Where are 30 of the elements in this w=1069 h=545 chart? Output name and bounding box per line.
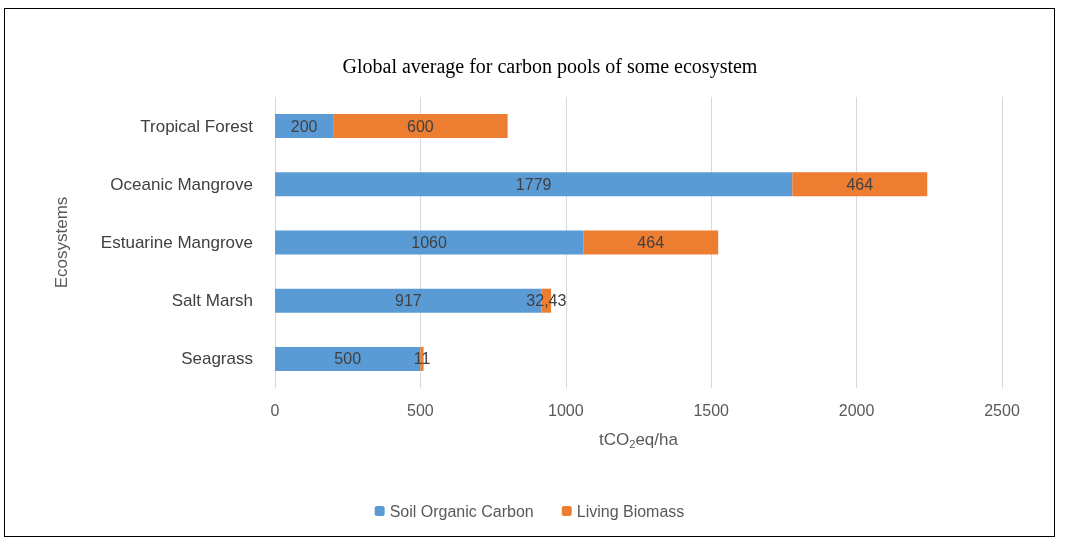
- data-label: 200: [290, 117, 318, 135]
- data-label: 600: [407, 117, 434, 135]
- legend-label: Soil Organic Carbon: [389, 502, 534, 520]
- x-tick-label: 1000: [548, 401, 584, 419]
- data-label: 32,43: [526, 292, 567, 310]
- y-tick-label: Salt Marsh: [171, 291, 253, 311]
- data-label: 464: [637, 234, 665, 251]
- data-label: 1060: [411, 234, 448, 251]
- data-label: 1779: [515, 175, 552, 193]
- x-tick-label: 1500: [693, 401, 730, 419]
- y-tick-label: Estuarine Mangrove: [100, 233, 253, 252]
- x-tick-label: 500: [407, 401, 434, 419]
- y-axis-title: Ecosystems: [52, 196, 71, 289]
- y-tick-label: Oceanic Mangrove: [110, 174, 253, 194]
- y-tick-label: Tropical Forest: [140, 116, 254, 136]
- bar: [792, 172, 928, 197]
- legend-label: Living Biomass: [576, 502, 685, 520]
- bar: [333, 114, 508, 139]
- data-label: 464: [846, 175, 874, 193]
- x-tick-label: 2500: [984, 401, 1020, 419]
- chart-title: Global average for carbon pools of some ecosystem: [342, 55, 758, 78]
- bar: [275, 172, 793, 197]
- data-label: 917: [394, 292, 422, 310]
- x-tick-label: 0: [270, 401, 280, 419]
- x-tick-label: 2000: [838, 401, 875, 419]
- data-label: 500: [334, 350, 362, 368]
- data-label: 11: [413, 350, 431, 368]
- bar: [275, 230, 584, 255]
- bar: [583, 230, 719, 255]
- y-tick-label: Seagrass: [181, 349, 253, 369]
